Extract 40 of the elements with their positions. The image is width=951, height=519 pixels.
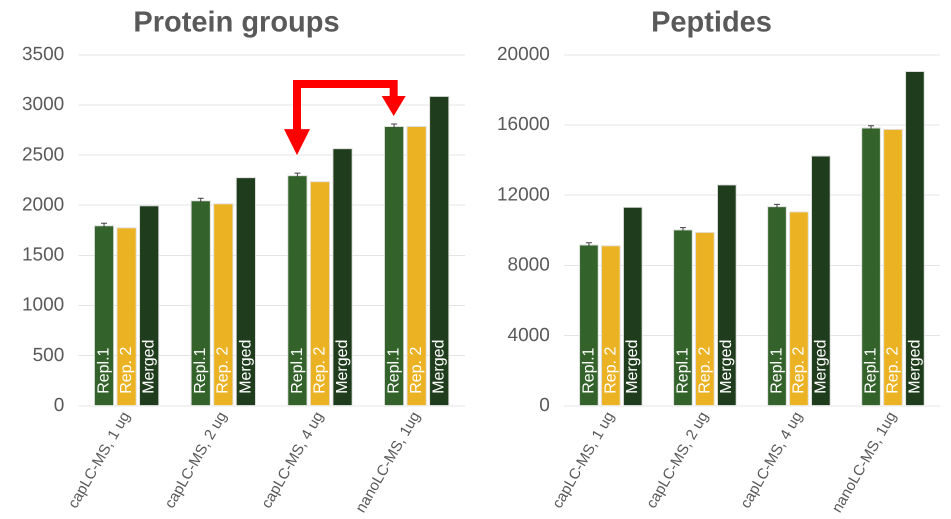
y-tick-label: 4000 [508, 324, 550, 346]
text: Merged [812, 340, 830, 394]
y-tick-label: 1000 [22, 294, 64, 316]
y-tick-label: 2000 [22, 194, 64, 216]
text: Merged [237, 340, 254, 394]
y-tick-label: 3000 [22, 94, 64, 116]
series-label: Rep. 2 [602, 346, 620, 394]
text: Repl.1 [192, 348, 210, 394]
series-label: Merged [718, 340, 736, 394]
text: Rep. 2 [408, 346, 426, 394]
text: Rep. 2 [884, 346, 902, 394]
text: Rep. 2 [696, 346, 714, 394]
text: Rep. 2 [790, 346, 808, 394]
y-tick-label: 0 [539, 395, 550, 416]
y-tick-label: 0 [54, 395, 64, 416]
text: Merged [906, 340, 924, 394]
text: Rep. 2 [311, 346, 328, 394]
text: Merged [624, 340, 642, 394]
series-label: Merged [334, 340, 351, 394]
y-tick-label: 500 [32, 344, 64, 366]
text: Repl.1 [862, 348, 880, 394]
text: Repl.1 [386, 348, 403, 394]
series-label: Repl.1 [674, 347, 692, 394]
y-tick-label: 2500 [22, 144, 64, 166]
chart-title: Protein groups [133, 6, 340, 38]
y-tick-label: 16000 [496, 114, 550, 136]
y-tick-label: 20000 [496, 44, 550, 66]
y-tick-label: 8000 [508, 254, 550, 276]
text: Repl.1 [580, 348, 598, 394]
text: Repl.1 [768, 348, 786, 394]
y-tick-label: 3500 [22, 44, 64, 66]
text: Merged [140, 340, 158, 394]
series-label: Repl.1 [95, 347, 112, 394]
chart-title: Peptides [651, 6, 772, 38]
text: Merged [430, 340, 448, 394]
y-tick-label: 12000 [496, 184, 550, 206]
y-tick-label: 1500 [22, 244, 64, 266]
series-label: Rep. 2 [118, 346, 136, 394]
text: Repl.1 [288, 348, 306, 394]
text: Rep. 2 [214, 346, 232, 394]
